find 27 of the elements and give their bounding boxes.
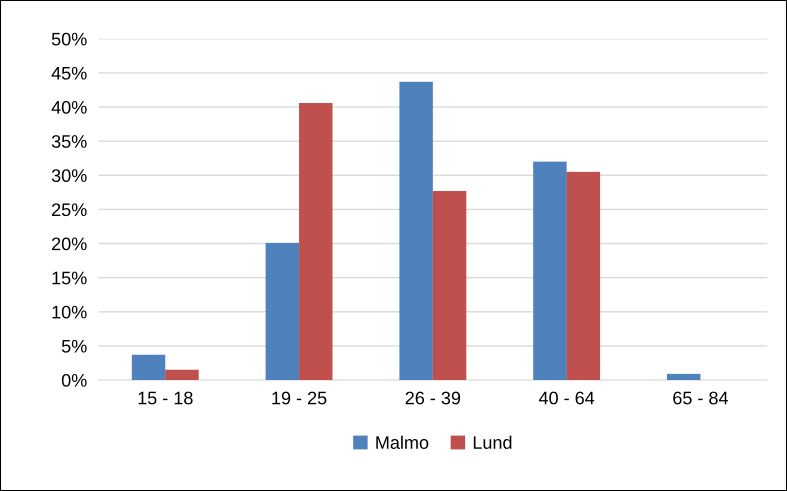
legend-label: Malmo bbox=[376, 436, 428, 449]
y-tick-label: 15% bbox=[52, 272, 87, 284]
y-tick-label: 25% bbox=[52, 203, 87, 216]
x-tick-label: 40 - 64 bbox=[538, 392, 594, 404]
y-tick-label: 10% bbox=[52, 306, 87, 319]
bar bbox=[666, 374, 700, 380]
bar bbox=[399, 82, 433, 380]
bar bbox=[266, 242, 300, 380]
y-tick-label: 30% bbox=[52, 169, 87, 182]
x-tick-label: 19 - 25 bbox=[272, 392, 326, 404]
bar bbox=[432, 190, 466, 380]
bar bbox=[566, 172, 600, 380]
y-tick-label: 40% bbox=[52, 100, 87, 114]
y-tick-label: 45% bbox=[52, 66, 87, 80]
bar bbox=[132, 354, 166, 380]
x-tick-label: 65 - 84 bbox=[673, 392, 728, 404]
y-tick-label: 20% bbox=[52, 237, 87, 250]
y-tick-label: 50% bbox=[52, 32, 87, 46]
bar bbox=[165, 370, 199, 380]
y-tick-label: 5% bbox=[62, 340, 87, 353]
legend-label: Lund bbox=[474, 436, 512, 449]
x-tick-label: 26 - 39 bbox=[406, 392, 460, 404]
y-tick-label: 35% bbox=[52, 135, 87, 148]
bar bbox=[533, 162, 567, 380]
x-tick-label: 15 - 18 bbox=[138, 392, 193, 404]
y-tick-label: 0% bbox=[62, 374, 87, 387]
bar bbox=[299, 102, 333, 380]
